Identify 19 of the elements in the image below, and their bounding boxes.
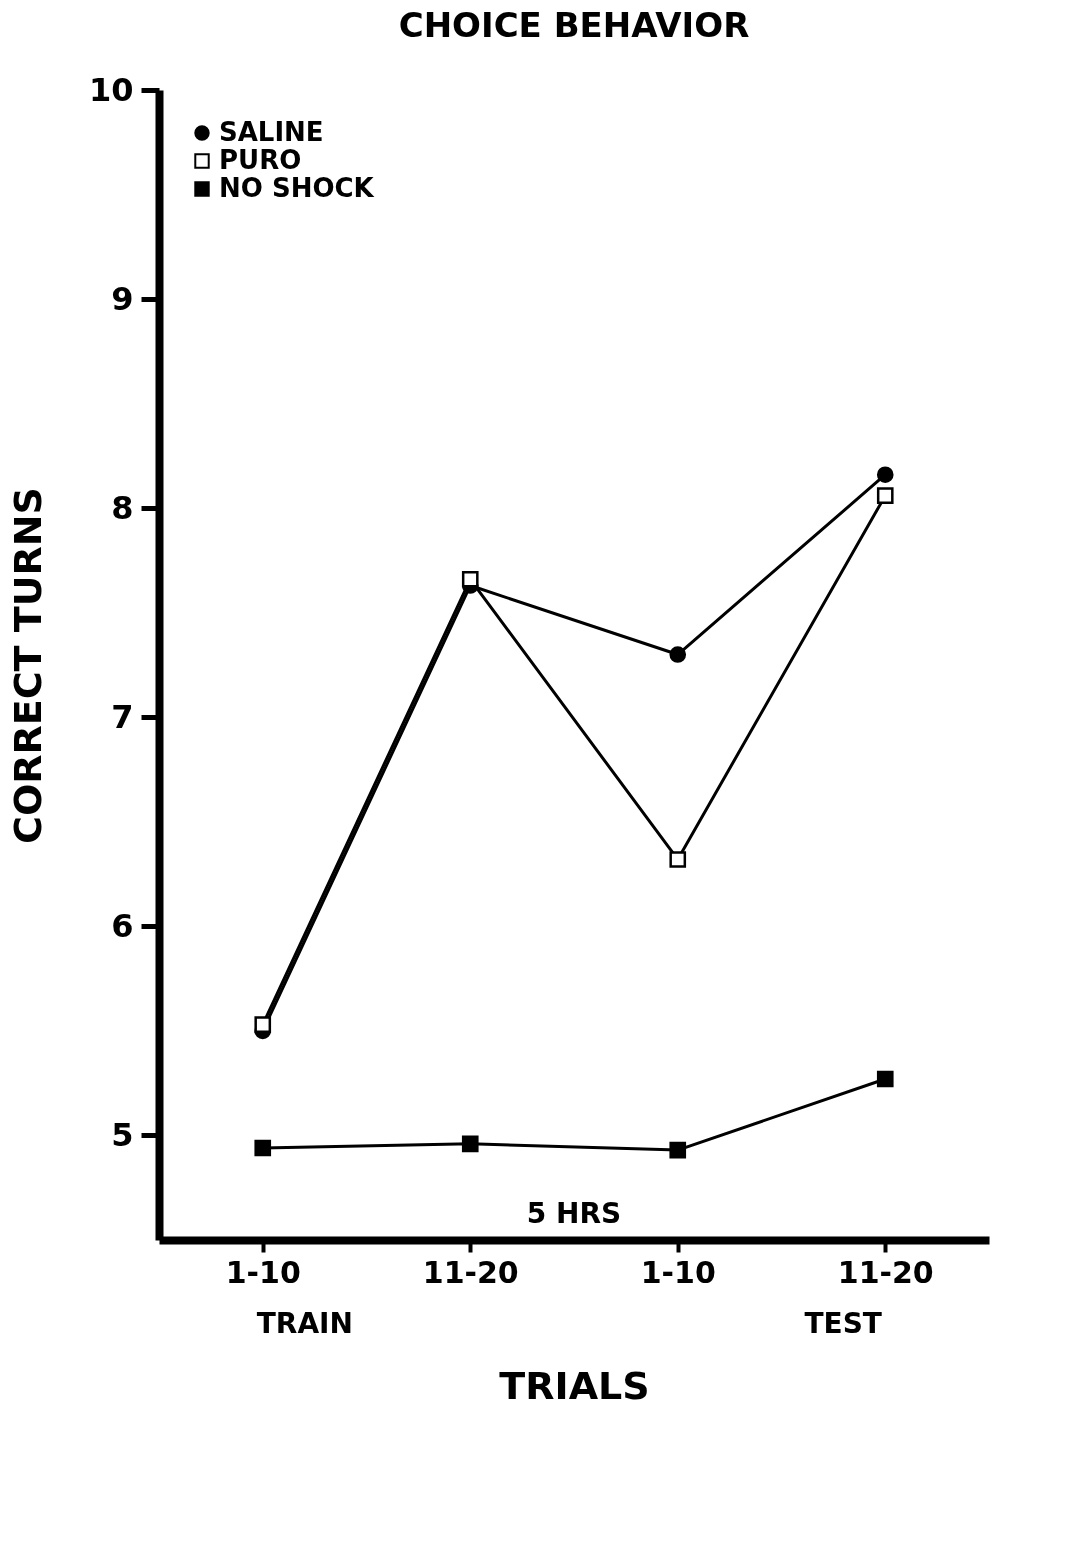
text: TRAIN — [256, 1307, 353, 1340]
legend-label: SALINE — [219, 117, 324, 147]
x-axis-title: TRIALS — [499, 1363, 650, 1408]
legend-label: PURO — [219, 145, 302, 175]
annotation: 5 HRS — [526, 1196, 622, 1230]
y-tick-label: 7 — [111, 697, 134, 736]
text: TEST — [804, 1307, 882, 1340]
x-tick-label: 1-10 — [225, 1254, 301, 1290]
y-tick-label: 6 — [111, 906, 134, 945]
y-tick-label: 9 — [111, 279, 134, 318]
y-axis-title: CORRECT TURNS — [5, 487, 50, 844]
chart-title: CHOICE BEHAVIOR — [398, 5, 750, 45]
x-tick-label: 1-10 — [640, 1254, 716, 1290]
y-tick-label: 5 — [111, 1115, 134, 1154]
legend-label: NO SHOCK — [219, 173, 375, 203]
x-tick-label: 11-20 — [837, 1254, 934, 1290]
x-tick-label: 11-20 — [422, 1254, 519, 1290]
y-tick-label: 10 — [88, 70, 134, 109]
y-tick-label: 8 — [111, 488, 134, 527]
